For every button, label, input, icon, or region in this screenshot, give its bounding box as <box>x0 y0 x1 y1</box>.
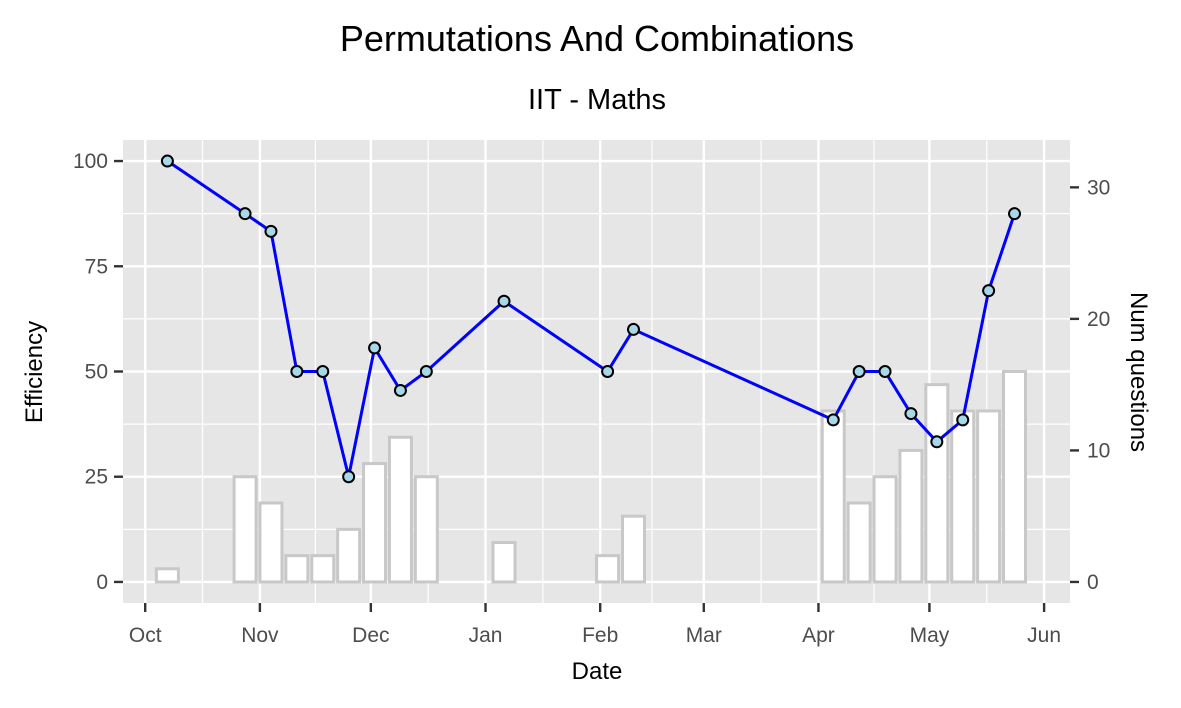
point-layer <box>160 154 1022 484</box>
data-point <box>238 207 252 221</box>
x-tick-label: Mar <box>686 624 722 647</box>
bar <box>620 514 646 584</box>
bar <box>154 567 180 584</box>
bar <box>362 462 388 584</box>
data-point <box>316 365 330 378</box>
data-point <box>852 365 866 378</box>
data-point <box>342 470 356 484</box>
x-tick-label: Dec <box>352 624 389 647</box>
bar-layer <box>154 370 1028 584</box>
data-point <box>393 383 407 397</box>
x-axis-title: Date <box>572 658 623 685</box>
data-point <box>626 322 640 336</box>
bar <box>310 554 336 584</box>
data-point <box>930 435 944 449</box>
bar <box>387 435 413 584</box>
bar <box>846 501 872 584</box>
data-point <box>878 365 892 378</box>
x-tick-label: Jan <box>469 624 503 647</box>
data-point <box>264 224 278 238</box>
x-tick-label: Feb <box>582 624 618 647</box>
bar <box>336 527 362 584</box>
data-point <box>419 365 433 378</box>
data-point <box>904 407 918 421</box>
bar <box>820 409 846 584</box>
y-tick-label: 0 <box>96 571 108 594</box>
chart-subtitle: IIT - Maths <box>528 84 666 116</box>
bar <box>413 475 439 584</box>
y2-tick-label: 10 <box>1087 439 1110 462</box>
data-point <box>956 413 970 427</box>
bar <box>976 409 1002 584</box>
bar <box>872 475 898 584</box>
y2-tick-label: 20 <box>1087 308 1110 331</box>
y-tick-label: 75 <box>85 255 108 278</box>
data-point <box>1008 207 1022 221</box>
y2-axis-title: Num questions <box>1125 292 1152 452</box>
x-tick-label: Nov <box>241 624 279 647</box>
data-point <box>982 284 996 298</box>
bar <box>950 409 976 584</box>
y2-tick-label: 30 <box>1087 176 1110 199</box>
data-point <box>601 365 615 378</box>
y-tick-label: 100 <box>73 150 108 173</box>
bar <box>898 448 924 584</box>
bar <box>595 554 621 584</box>
x-tick-label: Oct <box>129 624 162 647</box>
bar <box>924 383 950 584</box>
bar <box>258 501 284 584</box>
axes: 0 25 50 75 100 0 10 20 30 Oct Nov Dec Jan Feb Mar Apr Ma… <box>73 150 1110 647</box>
data-point <box>368 341 382 355</box>
x-tick-label: May <box>910 624 950 647</box>
x-tick-label: Jun <box>1027 624 1061 647</box>
chart-title: Permutations And Combinations <box>340 18 854 59</box>
data-point <box>160 154 174 168</box>
data-point <box>290 365 304 378</box>
bar <box>232 475 258 584</box>
y-axis-title: Efficiency <box>21 321 48 423</box>
data-point <box>497 294 511 308</box>
y2-tick-label: 0 <box>1087 571 1099 594</box>
data-point <box>826 413 840 427</box>
bar <box>1002 370 1028 584</box>
bar <box>491 540 517 584</box>
y-tick-label: 50 <box>85 361 108 384</box>
x-tick-label: Apr <box>802 624 835 647</box>
y-tick-label: 25 <box>85 466 108 489</box>
bar <box>284 554 310 584</box>
